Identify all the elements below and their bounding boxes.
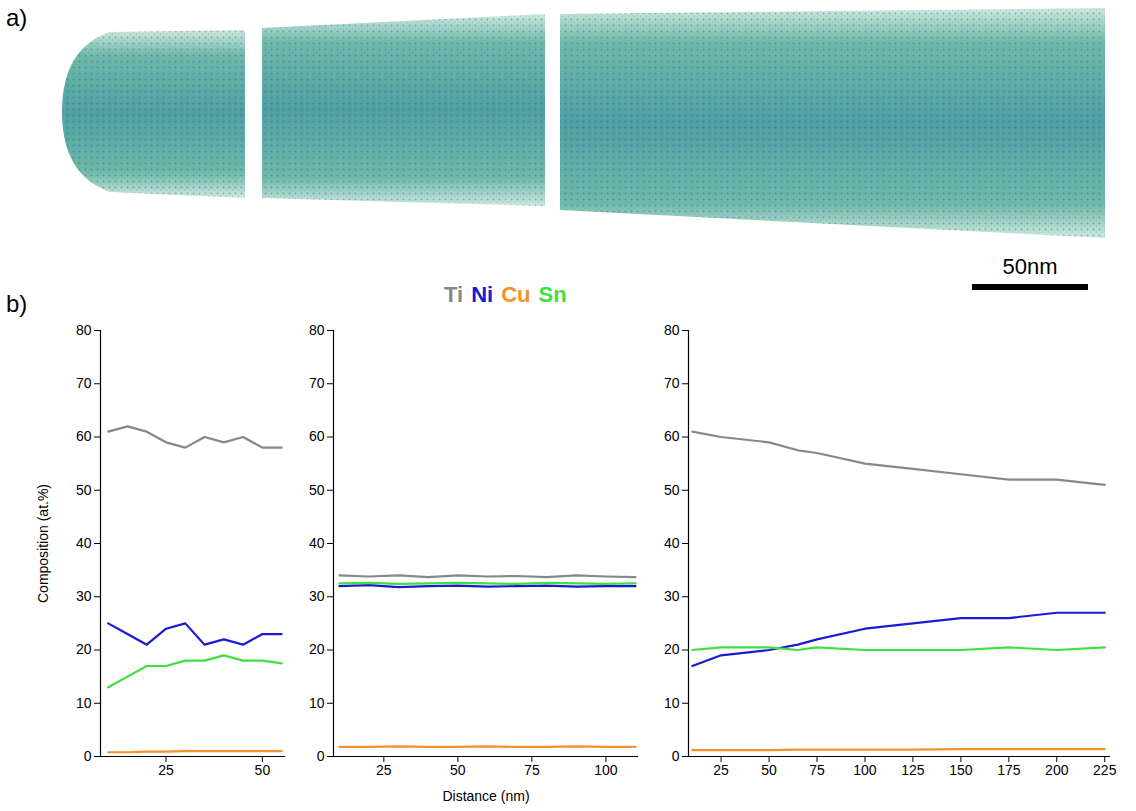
svg-text:Composition (at.%): Composition (at.%) [35, 484, 51, 603]
svg-text:75: 75 [809, 762, 825, 778]
svg-text:0: 0 [84, 748, 92, 764]
svg-text:50: 50 [309, 482, 325, 498]
svg-text:50: 50 [450, 762, 466, 778]
svg-text:70: 70 [664, 375, 680, 391]
svg-text:80: 80 [76, 322, 92, 338]
svg-text:0: 0 [317, 748, 325, 764]
svg-text:40: 40 [664, 535, 680, 551]
svg-text:60: 60 [664, 428, 680, 444]
svg-text:60: 60 [309, 428, 325, 444]
svg-text:150: 150 [949, 762, 973, 778]
svg-text:100: 100 [594, 762, 618, 778]
html-text:Ti Ni Cu Sn: Ti Ni Cu Sn [444, 282, 567, 307]
svg-text:10: 10 [76, 695, 92, 711]
svg-text:100: 100 [853, 762, 877, 778]
svg-text:50: 50 [76, 482, 92, 498]
svg-text:20: 20 [664, 641, 680, 657]
svg-text:20: 20 [76, 641, 92, 657]
svg-text:10: 10 [309, 695, 325, 711]
svg-text:10: 10 [664, 695, 680, 711]
svg-text:25: 25 [158, 762, 174, 778]
svg-text:50: 50 [664, 482, 680, 498]
svg-text:40: 40 [309, 535, 325, 551]
svg-text:60: 60 [76, 428, 92, 444]
svg-text:80: 80 [309, 322, 325, 338]
svg-text:30: 30 [76, 588, 92, 604]
svg-text:40: 40 [76, 535, 92, 551]
svg-text:70: 70 [76, 375, 92, 391]
svg-text:70: 70 [309, 375, 325, 391]
svg-text:25: 25 [713, 762, 729, 778]
svg-text:50: 50 [761, 762, 777, 778]
svg-text:80: 80 [664, 322, 680, 338]
svg-text:75: 75 [524, 762, 540, 778]
svg-text:30: 30 [664, 588, 680, 604]
svg-text:50nm: 50nm [1002, 254, 1057, 279]
svg-text:175: 175 [997, 762, 1021, 778]
svg-text:50: 50 [255, 762, 271, 778]
svg-text:200: 200 [1045, 762, 1069, 778]
svg-text:30: 30 [309, 588, 325, 604]
svg-text:125: 125 [901, 762, 925, 778]
svg-text:225: 225 [1093, 762, 1117, 778]
html-text:b): b) [6, 290, 28, 317]
svg-text:25: 25 [376, 762, 392, 778]
svg-text:0: 0 [672, 748, 680, 764]
html-text:a): a) [6, 4, 28, 31]
svg-text:Distance (nm): Distance (nm) [442, 788, 529, 804]
svg-text:20: 20 [309, 641, 325, 657]
